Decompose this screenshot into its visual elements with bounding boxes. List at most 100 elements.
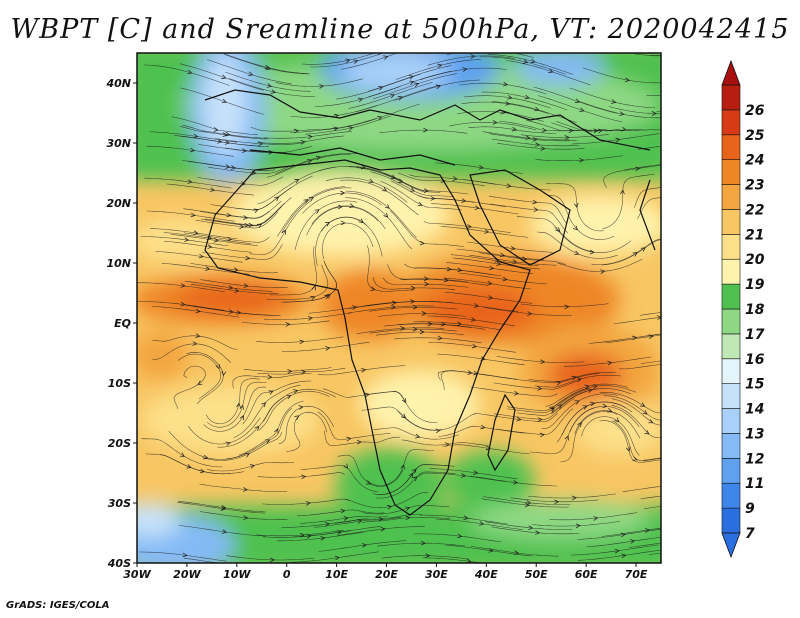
streamline	[262, 530, 351, 538]
colorbar-label: 18	[745, 302, 765, 318]
streamline	[140, 236, 229, 247]
streamline	[258, 391, 330, 431]
streamline-arrow	[353, 59, 359, 64]
streamline	[404, 263, 491, 275]
streamline-arrow	[510, 246, 516, 251]
streamline-arrow	[340, 508, 346, 514]
streamline-arrow	[681, 142, 685, 146]
streamline-arrow	[502, 81, 509, 87]
streamline	[205, 378, 261, 425]
streamline-arrow	[195, 308, 201, 314]
streamline-arrow	[621, 553, 627, 558]
streamline-arrow	[460, 473, 467, 478]
streamline	[255, 336, 344, 343]
streamline-arrow	[411, 468, 417, 474]
streamline	[557, 258, 643, 272]
colorbar-label: 21	[745, 227, 764, 243]
streamline-arrow	[470, 54, 476, 59]
streamline	[242, 380, 312, 425]
streamline-arrow	[506, 183, 512, 189]
streamline-arrow	[361, 543, 368, 548]
streamline-arrow	[285, 322, 291, 327]
streamline	[152, 335, 238, 350]
colorbar-swatch	[721, 383, 741, 409]
streamline	[534, 374, 622, 388]
streamline	[164, 240, 252, 253]
streamline-arrow	[209, 187, 216, 192]
streamline-arrow	[540, 359, 546, 365]
streamline	[479, 56, 566, 75]
streamline-arrow	[524, 94, 530, 100]
streamline-arrow	[180, 283, 186, 288]
colorbar-swatch	[721, 358, 741, 384]
streamline	[418, 195, 506, 207]
streamline-arrow	[377, 116, 383, 121]
streamline	[556, 401, 626, 443]
streamline-arrow	[511, 126, 518, 132]
streamline	[378, 313, 466, 317]
streamline	[205, 202, 285, 226]
streamline	[599, 392, 661, 414]
streamline-arrow	[651, 111, 657, 116]
colorbar-label: 12	[745, 451, 764, 467]
streamline-arrow	[541, 127, 547, 133]
lat-tick-label: 10N	[106, 257, 131, 270]
streamline-arrow	[693, 548, 697, 552]
mediterranean-coastline	[249, 147, 456, 166]
streamline-arrow	[383, 55, 389, 60]
streamline-arrow	[301, 474, 307, 480]
streamline	[537, 231, 618, 259]
streamline-arrow	[668, 162, 672, 166]
streamline-arrow	[527, 311, 533, 316]
streamline-arrow	[243, 515, 249, 520]
streamline	[644, 506, 661, 509]
streamline	[423, 221, 511, 233]
credit-label: GrADS: IGES/COLA	[6, 600, 110, 611]
streamline	[528, 372, 616, 382]
streamline	[457, 111, 544, 122]
streamline-arrow	[435, 428, 441, 434]
streamline	[400, 279, 488, 286]
streamline	[483, 307, 572, 316]
streamline	[463, 179, 551, 191]
streamline	[481, 498, 570, 508]
streamline-arrow	[632, 456, 638, 461]
streamline-arrow	[417, 201, 423, 207]
streamline	[178, 500, 266, 513]
streamline-arrow	[619, 111, 625, 116]
streamline-arrow	[401, 398, 407, 404]
latitude-axis: 40N 30N 20N 10N EQ 10S 20S 30S 40S	[105, 77, 137, 570]
streamline	[137, 282, 225, 292]
streamline-arrow	[391, 300, 397, 306]
streamline	[161, 263, 250, 275]
streamline-arrow	[419, 240, 425, 246]
streamline-arrow	[421, 311, 427, 316]
streamline	[395, 59, 482, 80]
streamline	[601, 239, 661, 266]
streamline-arrow	[484, 229, 490, 234]
streamline	[380, 180, 462, 211]
streamline-arrow	[307, 316, 313, 321]
colorbar-swatch	[721, 283, 741, 310]
streamline-arrow	[648, 418, 654, 424]
streamline-arrow	[549, 406, 555, 411]
colorbar-swatch	[721, 482, 741, 509]
streamline	[281, 262, 337, 303]
streamline-arrow	[592, 384, 598, 389]
streamline-arrow	[180, 301, 186, 307]
streamline	[516, 215, 594, 253]
streamline	[313, 516, 402, 528]
streamline	[435, 518, 524, 530]
streamline-arrow	[220, 506, 226, 511]
streamline	[233, 384, 301, 439]
streamline-arrow	[239, 414, 244, 421]
streamline-arrow	[437, 335, 443, 341]
streamline-arrow	[577, 422, 583, 428]
streamline	[376, 471, 456, 499]
streamline-arrow	[514, 550, 520, 556]
streamline-arrow	[571, 375, 577, 381]
streamline	[185, 305, 273, 316]
streamline	[591, 238, 661, 265]
streamline-arrow	[358, 218, 364, 224]
streamline-arrow	[533, 207, 539, 212]
